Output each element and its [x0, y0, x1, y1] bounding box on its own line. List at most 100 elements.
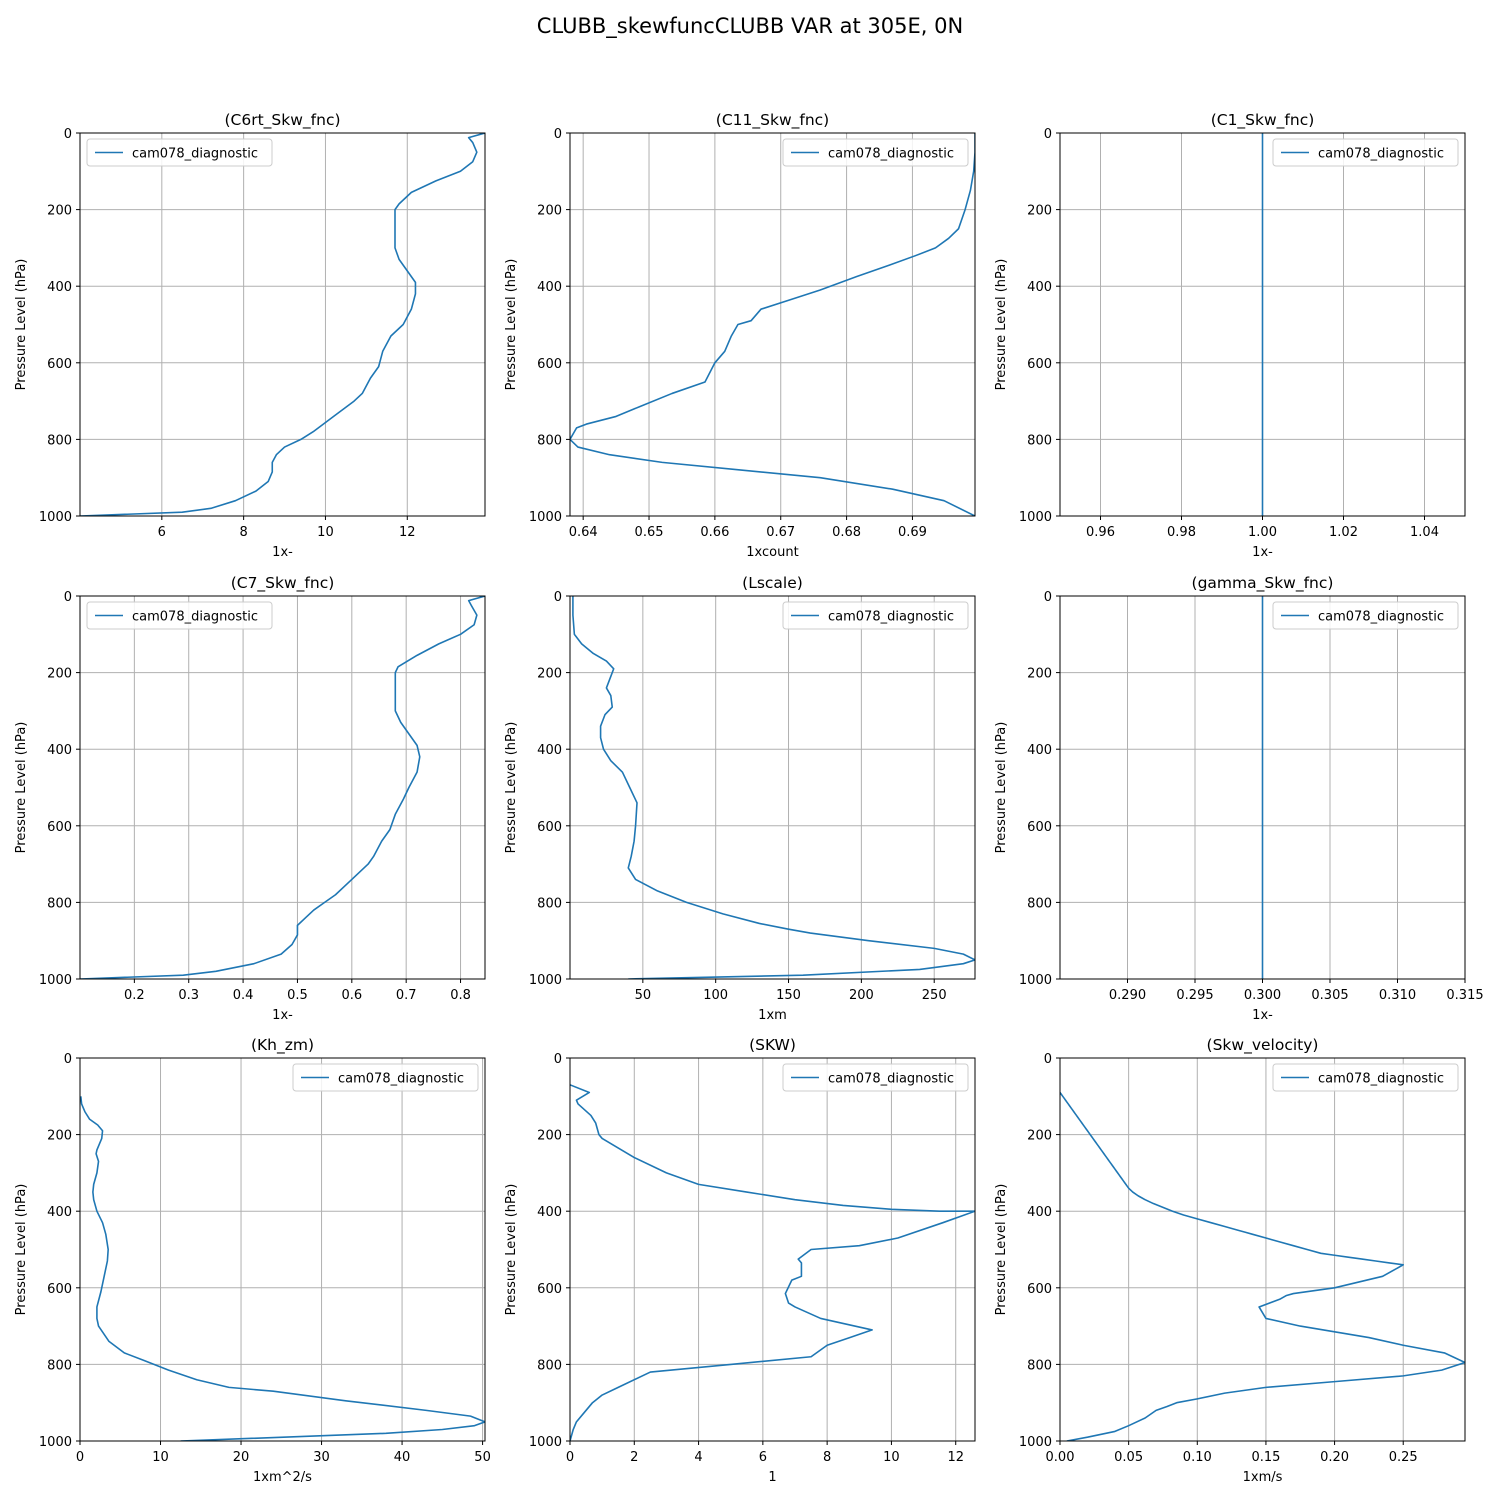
- subplot-title: (C11_Skw_fnc): [716, 111, 829, 130]
- x-tick-label: 0.315: [1446, 988, 1483, 1003]
- legend: cam078_diagnostic: [1272, 138, 1459, 167]
- series-line: [1060, 1092, 1465, 1441]
- y-tick-label: 1000: [1019, 1435, 1052, 1450]
- subplot-title: (Lscale): [742, 574, 803, 592]
- subplot-3: 0.96 0.98 1.00 1.02 1.04 0 200 400 600 800 1000 (C1…: [994, 111, 1466, 560]
- x-tick-label: 50: [474, 1450, 491, 1465]
- y-tick-label: 1000: [529, 973, 562, 988]
- y-tick-label: 0: [64, 127, 72, 142]
- plot-area: [1060, 1058, 1465, 1441]
- x-axis-label: 1x-: [272, 1008, 293, 1023]
- y-tick-label: 800: [47, 896, 72, 911]
- axes-frame: [79, 595, 486, 980]
- y-tick-label: 1000: [1019, 973, 1052, 988]
- subplot-title: (C1_Skw_fnc): [1211, 111, 1315, 130]
- x-tick-label: 6: [158, 525, 166, 540]
- legend-box: [782, 138, 969, 167]
- x-axis-label: 1: [768, 1470, 776, 1485]
- y-tick-label: 0: [64, 1052, 72, 1067]
- y-tick-label: 600: [47, 820, 72, 835]
- y-tick-label: 0: [1044, 590, 1052, 605]
- subplot-title: (Kh_zm): [251, 1036, 314, 1055]
- y-tick-label: 1000: [39, 510, 72, 525]
- legend: cam078_diagnostic: [292, 1063, 479, 1092]
- y-tick-label: 600: [1027, 357, 1052, 372]
- y-tick-label: 1000: [1019, 510, 1052, 525]
- series-line: [80, 596, 485, 979]
- y-tick-label: 600: [537, 820, 562, 835]
- x-tick-label: 0.2: [124, 988, 145, 1003]
- x-tick-label: 0.64: [569, 525, 598, 540]
- y-tick-label: 800: [47, 433, 72, 448]
- plot-area: [80, 1058, 485, 1441]
- series-line: [572, 596, 975, 979]
- x-tick-label: 0.290: [1109, 988, 1146, 1003]
- axes-frame: [569, 1057, 976, 1442]
- subplot-4: 0.2 0.3 0.4 0.5 0.6 0.7 0.8 0 200 400 600 800 1000 (C…: [14, 574, 486, 1023]
- y-tick-label: 200: [1027, 204, 1052, 219]
- y-tick-label: 600: [1027, 820, 1052, 835]
- subplot-title: (C7_Skw_fnc): [231, 574, 335, 593]
- legend-label: cam078_diagnostic: [1318, 1072, 1444, 1087]
- legend-label: cam078_diagnostic: [338, 1072, 464, 1087]
- axes-frame: [569, 595, 976, 980]
- series-line: [80, 133, 485, 516]
- x-tick-label: 0.4: [233, 988, 254, 1003]
- y-axis-label: Pressure Level (hPa): [14, 259, 29, 391]
- legend-box: [1272, 138, 1459, 167]
- x-tick-label: 1.02: [1329, 525, 1358, 540]
- figure-title: CLUBB_skewfuncCLUBB VAR at 305E, 0N: [536, 14, 964, 38]
- x-tick-label: 40: [394, 1450, 411, 1465]
- legend-box: [782, 1063, 969, 1092]
- axes-frame: [79, 132, 486, 517]
- y-tick-label: 200: [537, 204, 562, 219]
- y-tick-label: 200: [47, 1129, 72, 1144]
- y-tick-label: 600: [47, 357, 72, 372]
- y-tick-label: 400: [1027, 743, 1052, 758]
- plot-area: [570, 1058, 975, 1441]
- legend-box: [782, 601, 969, 630]
- x-tick-label: 0: [566, 1450, 574, 1465]
- x-tick-label: 200: [849, 988, 874, 1003]
- x-tick-label: 0.300: [1244, 988, 1281, 1003]
- y-axis-label: Pressure Level (hPa): [994, 722, 1009, 854]
- y-tick-label: 0: [554, 127, 562, 142]
- axes-frame: [1059, 1057, 1466, 1442]
- legend-label: cam078_diagnostic: [828, 610, 954, 625]
- x-tick-label: 0.6: [341, 988, 362, 1003]
- x-tick-label: 6: [759, 1450, 767, 1465]
- x-tick-label: 12: [399, 525, 416, 540]
- x-tick-label: 0.5: [287, 988, 308, 1003]
- series-line: [570, 1084, 975, 1441]
- y-tick-label: 400: [47, 1205, 72, 1220]
- legend-label: cam078_diagnostic: [828, 1072, 954, 1087]
- x-tick-label: 0.65: [635, 525, 664, 540]
- x-axis-label: 1x-: [1252, 1008, 1273, 1023]
- subplot-1: 6 8 10 12 0 200 400 600 800 1000 (C6rt_Skw_fnc) 1x-…: [14, 111, 486, 560]
- legend-label: cam078_diagnostic: [1318, 147, 1444, 162]
- series-line: [80, 1096, 485, 1441]
- x-axis-label: 1x-: [272, 545, 293, 560]
- x-tick-label: 0.8: [450, 988, 471, 1003]
- plot-area: [570, 596, 975, 979]
- y-tick-label: 200: [47, 204, 72, 219]
- legend-box: [292, 1063, 479, 1092]
- subplot-8: 0 2 4 6 8 10 12 0 200 400 600 800 1000 (SKW) 1 Pressure…: [504, 1036, 976, 1485]
- y-tick-label: 400: [537, 280, 562, 295]
- y-tick-label: 1000: [529, 510, 562, 525]
- subplot-title: (SKW): [749, 1036, 796, 1054]
- x-tick-label: 0.66: [700, 525, 729, 540]
- x-tick-label: 12: [947, 1450, 964, 1465]
- x-axis-label: 1xm/s: [1243, 1470, 1283, 1485]
- x-axis-label: 1x-: [1252, 545, 1273, 560]
- y-tick-label: 1000: [39, 973, 72, 988]
- y-tick-label: 800: [537, 896, 562, 911]
- y-tick-label: 400: [537, 743, 562, 758]
- legend: cam078_diagnostic: [782, 601, 969, 630]
- y-tick-label: 400: [47, 280, 72, 295]
- x-tick-label: 0.98: [1167, 525, 1196, 540]
- legend-label: cam078_diagnostic: [828, 147, 954, 162]
- x-tick-label: 0.00: [1046, 1450, 1075, 1465]
- legend-label: cam078_diagnostic: [132, 610, 258, 625]
